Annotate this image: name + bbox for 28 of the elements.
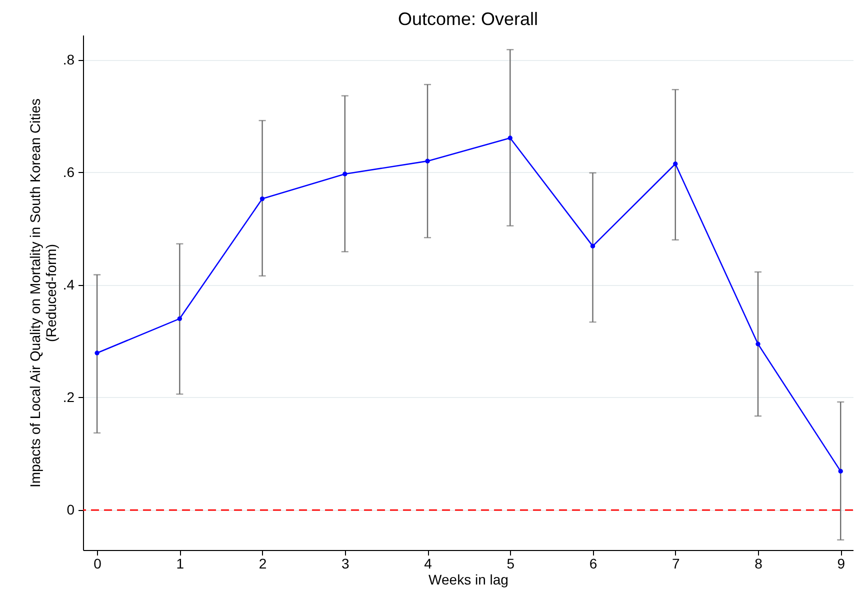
x-tick-label: 1	[176, 556, 184, 572]
point	[260, 196, 265, 202]
x-tick-label: 3	[342, 556, 350, 572]
x-tick-label: 2	[258, 556, 267, 572]
x-tick-label: 9	[837, 556, 846, 572]
x-tick-label: 5	[506, 556, 515, 572]
chart-title: Outcome: Overall	[398, 9, 538, 29]
x-tick-label: 8	[754, 556, 763, 572]
point	[590, 244, 596, 248]
point	[177, 316, 182, 322]
x-tick-label: 7	[672, 556, 680, 572]
y-tick-label: .2	[62, 388, 75, 405]
point	[756, 342, 760, 346]
point	[508, 136, 512, 140]
y-tick-label: 0	[66, 502, 75, 518]
x-tick-label: 6	[589, 556, 598, 572]
x-tick-label: 0	[94, 556, 102, 572]
point	[673, 162, 678, 166]
point	[94, 350, 100, 356]
point	[838, 468, 843, 474]
y-tick-label: .8	[62, 51, 75, 68]
point	[425, 158, 430, 164]
y-axis-title: Impacts of Local Air Quality on Mortality in South Korean Cities (Reduced-form)	[26, 98, 59, 488]
point	[342, 172, 348, 176]
x-axis-title: Weeks in lag	[428, 572, 508, 588]
x-tick-label: 4	[424, 556, 432, 572]
y-tick-label: .6	[62, 164, 75, 180]
y-tick-label: .4	[62, 276, 75, 292]
